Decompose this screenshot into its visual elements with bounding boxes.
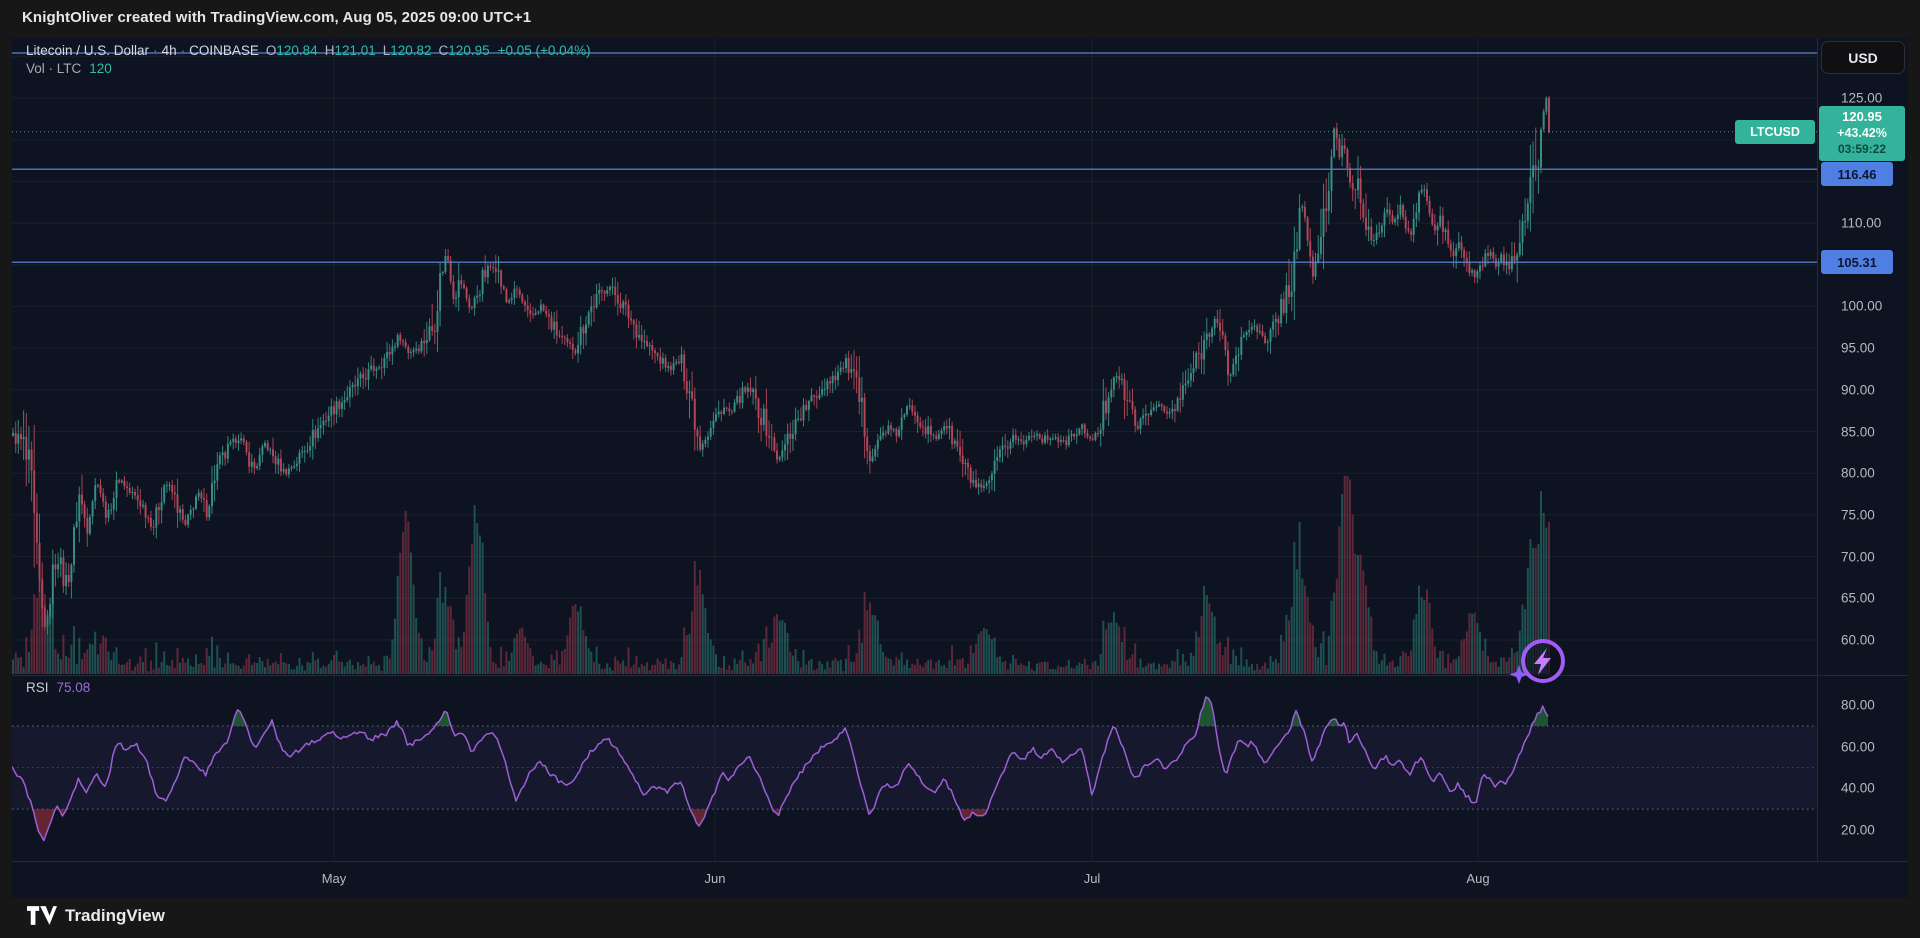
volume-label: Vol · LTC xyxy=(26,61,82,76)
pane-separator[interactable] xyxy=(12,675,1908,676)
interval-label: 4h xyxy=(161,43,177,58)
price-tick-label: 90.00 xyxy=(1841,382,1875,398)
volume-value: 120 xyxy=(89,61,112,76)
ohlc-high-value: 121.01 xyxy=(334,43,376,58)
lightning-bolt-icon xyxy=(1534,648,1551,675)
last-price-value: 120.95 xyxy=(1842,109,1882,124)
tradingview-logo-icon xyxy=(27,906,57,925)
time-label-jul: Jul xyxy=(1083,871,1101,886)
price-tick-label: 95.00 xyxy=(1841,340,1875,356)
time-axis[interactable]: May Jun Jul Aug xyxy=(12,862,1908,898)
ohlc-open-label: O xyxy=(265,43,277,58)
ohlc-open-value: 120.84 xyxy=(276,43,318,58)
flash-sparkle-icon[interactable] xyxy=(1507,628,1573,694)
price-axis-border xyxy=(1817,38,1818,862)
ohlc-high-label: H xyxy=(324,43,335,58)
time-axis-separator xyxy=(12,861,1908,862)
symbol-price-label: LTCUSD xyxy=(1735,120,1815,144)
level-badge-105: 105.31 xyxy=(1821,250,1893,274)
ohlc-low-value: 120.82 xyxy=(390,43,432,58)
price-tick-label: 65.00 xyxy=(1841,590,1875,606)
rsi-legend-row[interactable]: RSI 75.08 xyxy=(26,680,90,695)
time-label-jun: Jun xyxy=(704,871,726,886)
rsi-label: RSI xyxy=(26,680,49,695)
sparkle-star-icon xyxy=(1509,665,1529,684)
rsi-pane[interactable] xyxy=(12,676,1817,862)
right-margin xyxy=(1908,38,1920,898)
bottom-brand-bar: TradingView xyxy=(0,898,1920,938)
main-chart-pane[interactable] xyxy=(12,38,1817,676)
top-attribution-bar: KnightOliver created with TradingView.co… xyxy=(0,0,1920,38)
change-value: +0.05 (+0.04%) xyxy=(497,43,591,58)
rsi-tick-label: 40.00 xyxy=(1841,780,1875,796)
price-tick-label: 110.00 xyxy=(1841,215,1882,231)
price-tick-label: 100.00 xyxy=(1841,298,1883,314)
exchange-label: COINBASE xyxy=(189,43,259,58)
rsi-tick-label: 20.00 xyxy=(1841,822,1875,838)
bar-countdown: 03:59:22 xyxy=(1837,142,1887,156)
symbol-name: Litecoin / U.S. Dollar xyxy=(26,43,150,58)
volume-legend-row[interactable]: Vol · LTC 120 xyxy=(26,61,112,76)
price-tick-label: 70.00 xyxy=(1841,549,1875,565)
change-percent-value: +43.42% xyxy=(1837,126,1887,140)
tradingview-brand[interactable]: TradingView xyxy=(27,905,165,926)
time-label-aug: Aug xyxy=(1466,871,1490,886)
time-label-may: May xyxy=(321,871,347,886)
chart-widget: Litecoin / U.S. Dollar · 4h · COINBASE O120.8… xyxy=(12,38,1908,898)
symbol-legend-row[interactable]: Litecoin / U.S. Dollar · 4h · COINBASE O120.8… xyxy=(26,43,591,58)
attribution-text: KnightOliver created with TradingView.co… xyxy=(22,9,532,26)
level-badge-116: 116.46 xyxy=(1821,162,1893,186)
rsi-tick-label: 60.00 xyxy=(1841,739,1875,755)
brand-text: TradingView xyxy=(65,905,165,925)
price-tick-label: 85.00 xyxy=(1841,424,1875,439)
ohlc-low-label: L xyxy=(382,43,391,58)
currency-toggle-button[interactable]: USD xyxy=(1821,41,1905,74)
price-tick-label: 75.00 xyxy=(1841,507,1875,523)
last-price-badge: 120.95 +43.42% 03:59:22 xyxy=(1819,106,1905,161)
price-tick-label: 60.00 xyxy=(1841,632,1875,648)
left-margin xyxy=(0,38,12,898)
rsi-value: 75.08 xyxy=(56,680,91,695)
price-tick-label: 80.00 xyxy=(1841,465,1875,481)
ohlc-close-label: C xyxy=(438,43,449,58)
price-tick-label: 125.00 xyxy=(1841,90,1883,106)
rsi-tick-label: 80.00 xyxy=(1841,697,1875,713)
ohlc-close-value: 120.95 xyxy=(448,43,490,58)
